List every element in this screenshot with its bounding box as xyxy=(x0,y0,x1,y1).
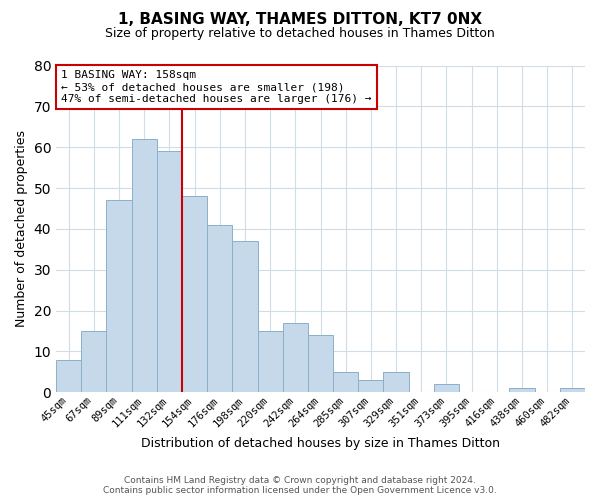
Bar xyxy=(232,241,257,392)
Text: Contains HM Land Registry data © Crown copyright and database right 2024.
Contai: Contains HM Land Registry data © Crown c… xyxy=(103,476,497,495)
Bar xyxy=(207,225,232,392)
Text: 1 BASING WAY: 158sqm
← 53% of detached houses are smaller (198)
47% of semi-deta: 1 BASING WAY: 158sqm ← 53% of detached h… xyxy=(61,70,372,104)
Text: 1, BASING WAY, THAMES DITTON, KT7 0NX: 1, BASING WAY, THAMES DITTON, KT7 0NX xyxy=(118,12,482,28)
Bar xyxy=(509,388,535,392)
Bar xyxy=(182,196,207,392)
Bar xyxy=(257,331,283,392)
Bar xyxy=(434,384,459,392)
Bar xyxy=(131,139,157,392)
Text: Size of property relative to detached houses in Thames Ditton: Size of property relative to detached ho… xyxy=(105,28,495,40)
Bar xyxy=(81,331,106,392)
Y-axis label: Number of detached properties: Number of detached properties xyxy=(15,130,28,328)
Bar xyxy=(333,372,358,392)
Bar xyxy=(157,152,182,392)
Bar xyxy=(106,200,131,392)
Bar xyxy=(308,335,333,392)
Bar xyxy=(383,372,409,392)
Bar xyxy=(358,380,383,392)
X-axis label: Distribution of detached houses by size in Thames Ditton: Distribution of detached houses by size … xyxy=(141,437,500,450)
Bar xyxy=(56,360,81,392)
Bar xyxy=(560,388,585,392)
Bar xyxy=(283,323,308,392)
